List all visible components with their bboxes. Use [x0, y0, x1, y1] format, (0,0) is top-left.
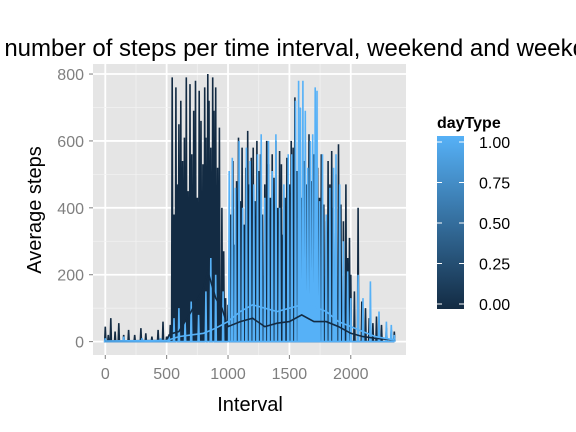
x-tick-label: 2000 — [333, 366, 369, 383]
legend-tick-label: 0.25 — [479, 257, 510, 274]
series-line-daytype-1 — [103, 80, 396, 343]
legend-tick-label: 0.50 — [479, 216, 510, 233]
plot-marks — [103, 73, 396, 343]
y-tick-label: 600 — [57, 134, 84, 151]
legend-tick-label: 0.75 — [479, 176, 510, 193]
y-tick-label: 800 — [57, 67, 84, 84]
legend-tick-label: 1.00 — [479, 135, 510, 152]
x-tick-label: 0 — [101, 366, 110, 383]
y-tick-label: 0 — [75, 335, 84, 352]
legend-title: dayType — [437, 115, 501, 132]
x-axis-title: Interval — [217, 394, 283, 416]
y-tick-label: 200 — [57, 268, 84, 285]
axes: 0 500 1000 1500 2000 0 200 400 600 800 — [57, 67, 368, 383]
x-tick-label: 1000 — [210, 366, 246, 383]
chart-title: Average number of steps per time interva… — [0, 35, 576, 62]
series-baseline-daytype-1 — [105, 303, 395, 342]
y-axis-title: Average steps — [24, 146, 46, 274]
series-baseline-daytype-0 — [105, 268, 395, 342]
x-tick-label: 1500 — [272, 366, 308, 383]
legend-tick-label: 0.00 — [479, 297, 510, 314]
legend-ticks: 1.00 0.75 0.50 0.25 0.00 — [437, 135, 510, 314]
y-tick-label: 400 — [57, 201, 84, 218]
legend: dayType 1.00 0.75 0.50 0.25 0.00 — [437, 115, 510, 314]
x-tick-label: 500 — [153, 366, 180, 383]
